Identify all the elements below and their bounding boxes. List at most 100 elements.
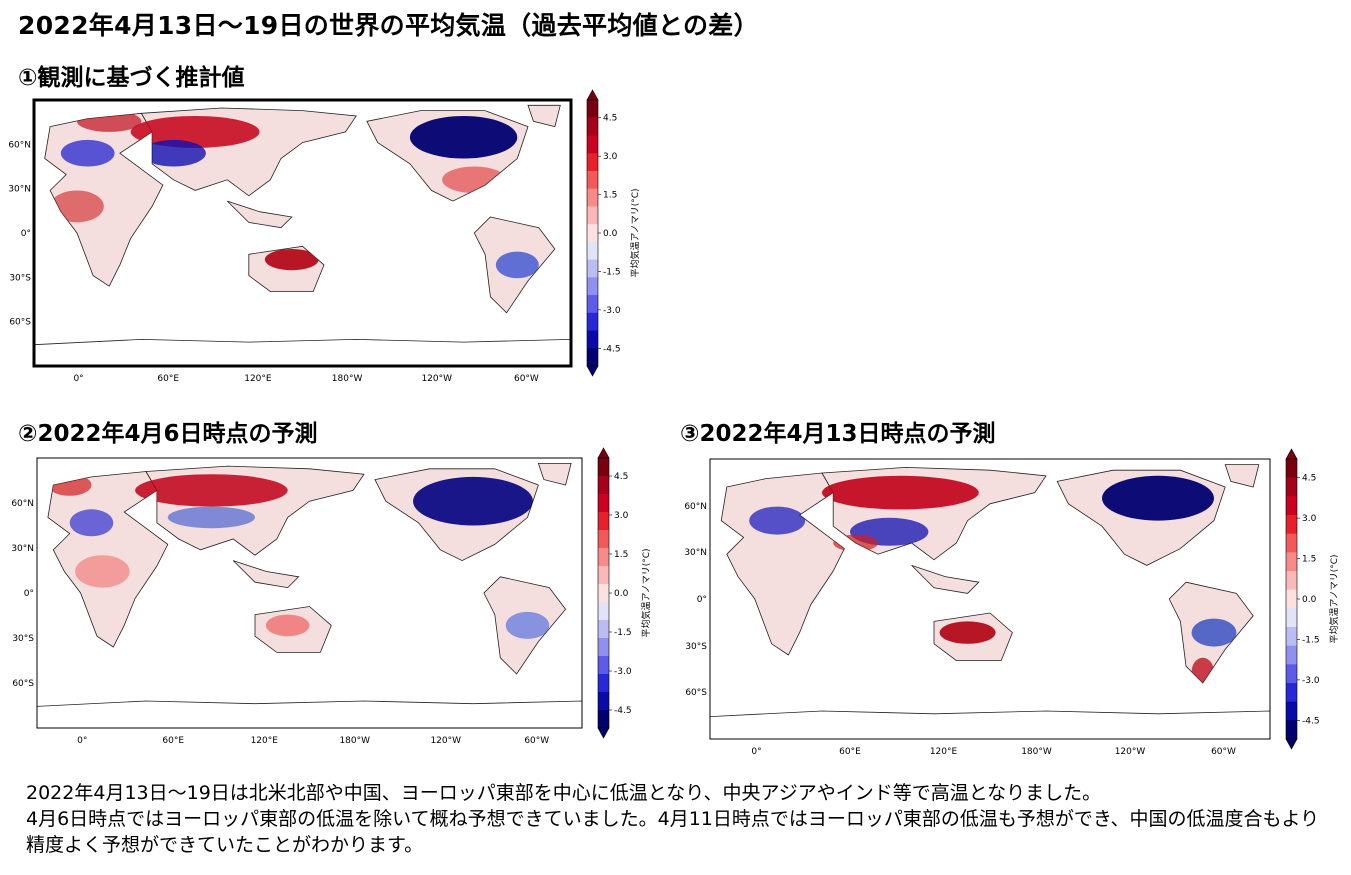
- colorbar-segment: [598, 566, 609, 585]
- anomaly-area: [265, 614, 310, 637]
- colorbar-segment: [587, 100, 598, 119]
- colorbar-segment: [587, 295, 598, 314]
- continent-greenland: [1224, 464, 1260, 488]
- colorbar-segment: [598, 692, 609, 711]
- page-title: 2022年4月13日～19日の世界の平均気温（過去平均値との差）: [18, 11, 759, 40]
- colorbar-tick-label: -4.5: [603, 344, 621, 354]
- map-panel-observed: 0° 60°E 120°E 180°W 120°W 60°W 60°N 30°N 0° 30°S 6…: [0, 84, 660, 384]
- lon-tick-label: 0°: [77, 736, 87, 746]
- anomaly-area: [50, 190, 104, 223]
- lon-tick-label: 0°: [751, 747, 761, 755]
- colorbar-tick-label: 1.5: [614, 550, 628, 560]
- colorbar-segment: [598, 584, 609, 603]
- continent-se-asia: [227, 200, 293, 229]
- colorbar-segment: [598, 656, 609, 675]
- anomaly-area: [409, 115, 518, 159]
- colorbar-segment: [598, 512, 609, 531]
- colorbar-segment: [1286, 608, 1297, 628]
- colorbar-segment: [1286, 627, 1297, 647]
- colorbar-segment: [587, 188, 598, 207]
- colorbar-tick-label: 3.0: [614, 511, 629, 521]
- lon-tick-label: 180°W: [1021, 747, 1052, 755]
- colorbar-tick-label: 3.0: [1302, 514, 1317, 524]
- colorbar-tick-label: -1.5: [603, 267, 621, 277]
- map-area: [36, 457, 583, 729]
- colorbar: 4.5 3.0 1.5 0.0 -1.5 -3.0 -4.5 平均気温アノマリ(°C): [597, 447, 652, 739]
- anomaly-area: [69, 509, 114, 537]
- map-forecast-0413: 0° 60°E 120°E 180°W 120°W 60°W 60°N 30°N 0° 30°S 6…: [684, 448, 1340, 755]
- colorbar-segment: [587, 153, 598, 172]
- anomaly-area: [1191, 618, 1237, 647]
- anomaly-area: [135, 474, 288, 507]
- lat-tick-label: 30°S: [685, 642, 707, 652]
- panel-3-title: ③2022年4月13日時点の予測: [680, 421, 996, 447]
- colorbar: 4.5 3.0 1.5 0.0 -1.5 -3.0 -4.5 平均気温アノマリ(°C): [586, 89, 641, 377]
- colorbar-tick-label: 4.5: [603, 114, 617, 124]
- map-frame: [709, 458, 1271, 740]
- anomaly-area: [505, 611, 550, 639]
- map-frame: [32, 98, 573, 368]
- lon-tick-label: 60°E: [162, 736, 184, 746]
- colorbar-extend-bottom: [586, 365, 599, 377]
- continent-greenland: [537, 463, 572, 486]
- lat-tick-label: 60°S: [685, 688, 707, 698]
- anomaly-area: [264, 248, 319, 271]
- colorbar-segment: [587, 135, 598, 154]
- colorbar-label: 平均気温アノマリ(°C): [640, 549, 652, 638]
- colorbar-segment: [1286, 683, 1297, 703]
- map-frame: [36, 457, 583, 729]
- colorbar-tick-label: -4.5: [1302, 716, 1320, 726]
- map-panel-forecast-0406: 0° 60°E 120°E 180°W 120°W 60°W 60°N 30°N 0° 30°S 6…: [0, 445, 670, 750]
- colorbar-segment: [598, 458, 609, 477]
- colorbar-tick-label: 4.5: [1302, 474, 1316, 484]
- colorbar-extend-top: [1285, 448, 1298, 460]
- lat-tick-label: 30°N: [8, 185, 31, 195]
- lon-tick-label: 180°W: [339, 736, 370, 746]
- colorbar-segment: [587, 206, 598, 225]
- panel-2-title: ②2022年4月6日時点の予測: [18, 421, 318, 447]
- colorbar-extend-bottom: [1285, 738, 1298, 750]
- colorbar-segment: [598, 620, 609, 639]
- description-text: 2022年4月13日～19日は北米北部や中国、ヨーロッパ東部を中心に低温となり、…: [26, 780, 1326, 858]
- lat-tick-label: 60°S: [12, 679, 34, 689]
- colorbar-segment: [1286, 589, 1297, 609]
- colorbar-tick-label: -4.5: [614, 706, 632, 716]
- colorbar-segment: [598, 494, 609, 513]
- colorbar-label: 平均気温アノマリ(°C): [1328, 555, 1340, 644]
- colorbar-segment: [587, 312, 598, 332]
- continent-greenland: [527, 104, 561, 128]
- colorbar-segment: [1286, 496, 1297, 516]
- panel-1-title: ①観測に基づく推計値: [18, 65, 245, 91]
- colorbar-tick-label: -1.5: [1302, 635, 1320, 645]
- lon-tick-label: 60°W: [514, 374, 539, 384]
- colorbar-label: 平均気温アノマリ(°C): [629, 189, 641, 278]
- colorbar-segment: [598, 476, 609, 495]
- colorbar-segment: [587, 259, 598, 278]
- anomaly-area: [1102, 475, 1214, 521]
- lat-tick-label: 0°: [21, 229, 31, 239]
- lon-tick-label: 120°E: [251, 736, 279, 746]
- lat-tick-label: 30°S: [9, 273, 31, 283]
- anomaly-area: [141, 139, 206, 167]
- colorbar-segment: [1286, 701, 1297, 721]
- colorbar-tick-label: 1.5: [1302, 555, 1316, 565]
- colorbar-segment: [598, 530, 609, 549]
- colorbar-tick-label: -1.5: [614, 628, 632, 638]
- lat-tick-label: 30°N: [684, 548, 707, 558]
- description-line-2: 4月6日時点ではヨーロッパ東部の低温を除いて概ね予想できていました。4月11日時…: [26, 808, 1320, 856]
- colorbar-tick-label: 3.0: [603, 152, 618, 162]
- anomaly-layer: [47, 474, 550, 639]
- colorbar-segment: [1286, 459, 1297, 479]
- colorbar-segment: [598, 638, 609, 657]
- colorbar-segment: [587, 277, 598, 296]
- anomaly-area: [749, 506, 806, 535]
- anomaly-layer: [50, 110, 539, 279]
- colorbar: 4.5 3.0 1.5 0.0 -1.5 -3.0 -4.5 平均気温アノマリ(°C): [1285, 448, 1340, 750]
- description-line-1: 2022年4月13日～19日は北米北部や中国、ヨーロッパ東部を中心に低温となり、…: [26, 782, 1102, 804]
- colorbar-tick-label: 0.0: [603, 229, 618, 239]
- colorbar-tick-label: 0.0: [1302, 595, 1317, 605]
- lon-tick-label: 0°: [73, 374, 83, 384]
- colorbar-segment: [598, 548, 609, 567]
- lon-tick-label: 120°E: [930, 747, 958, 755]
- lat-tick-label: 0°: [697, 595, 707, 605]
